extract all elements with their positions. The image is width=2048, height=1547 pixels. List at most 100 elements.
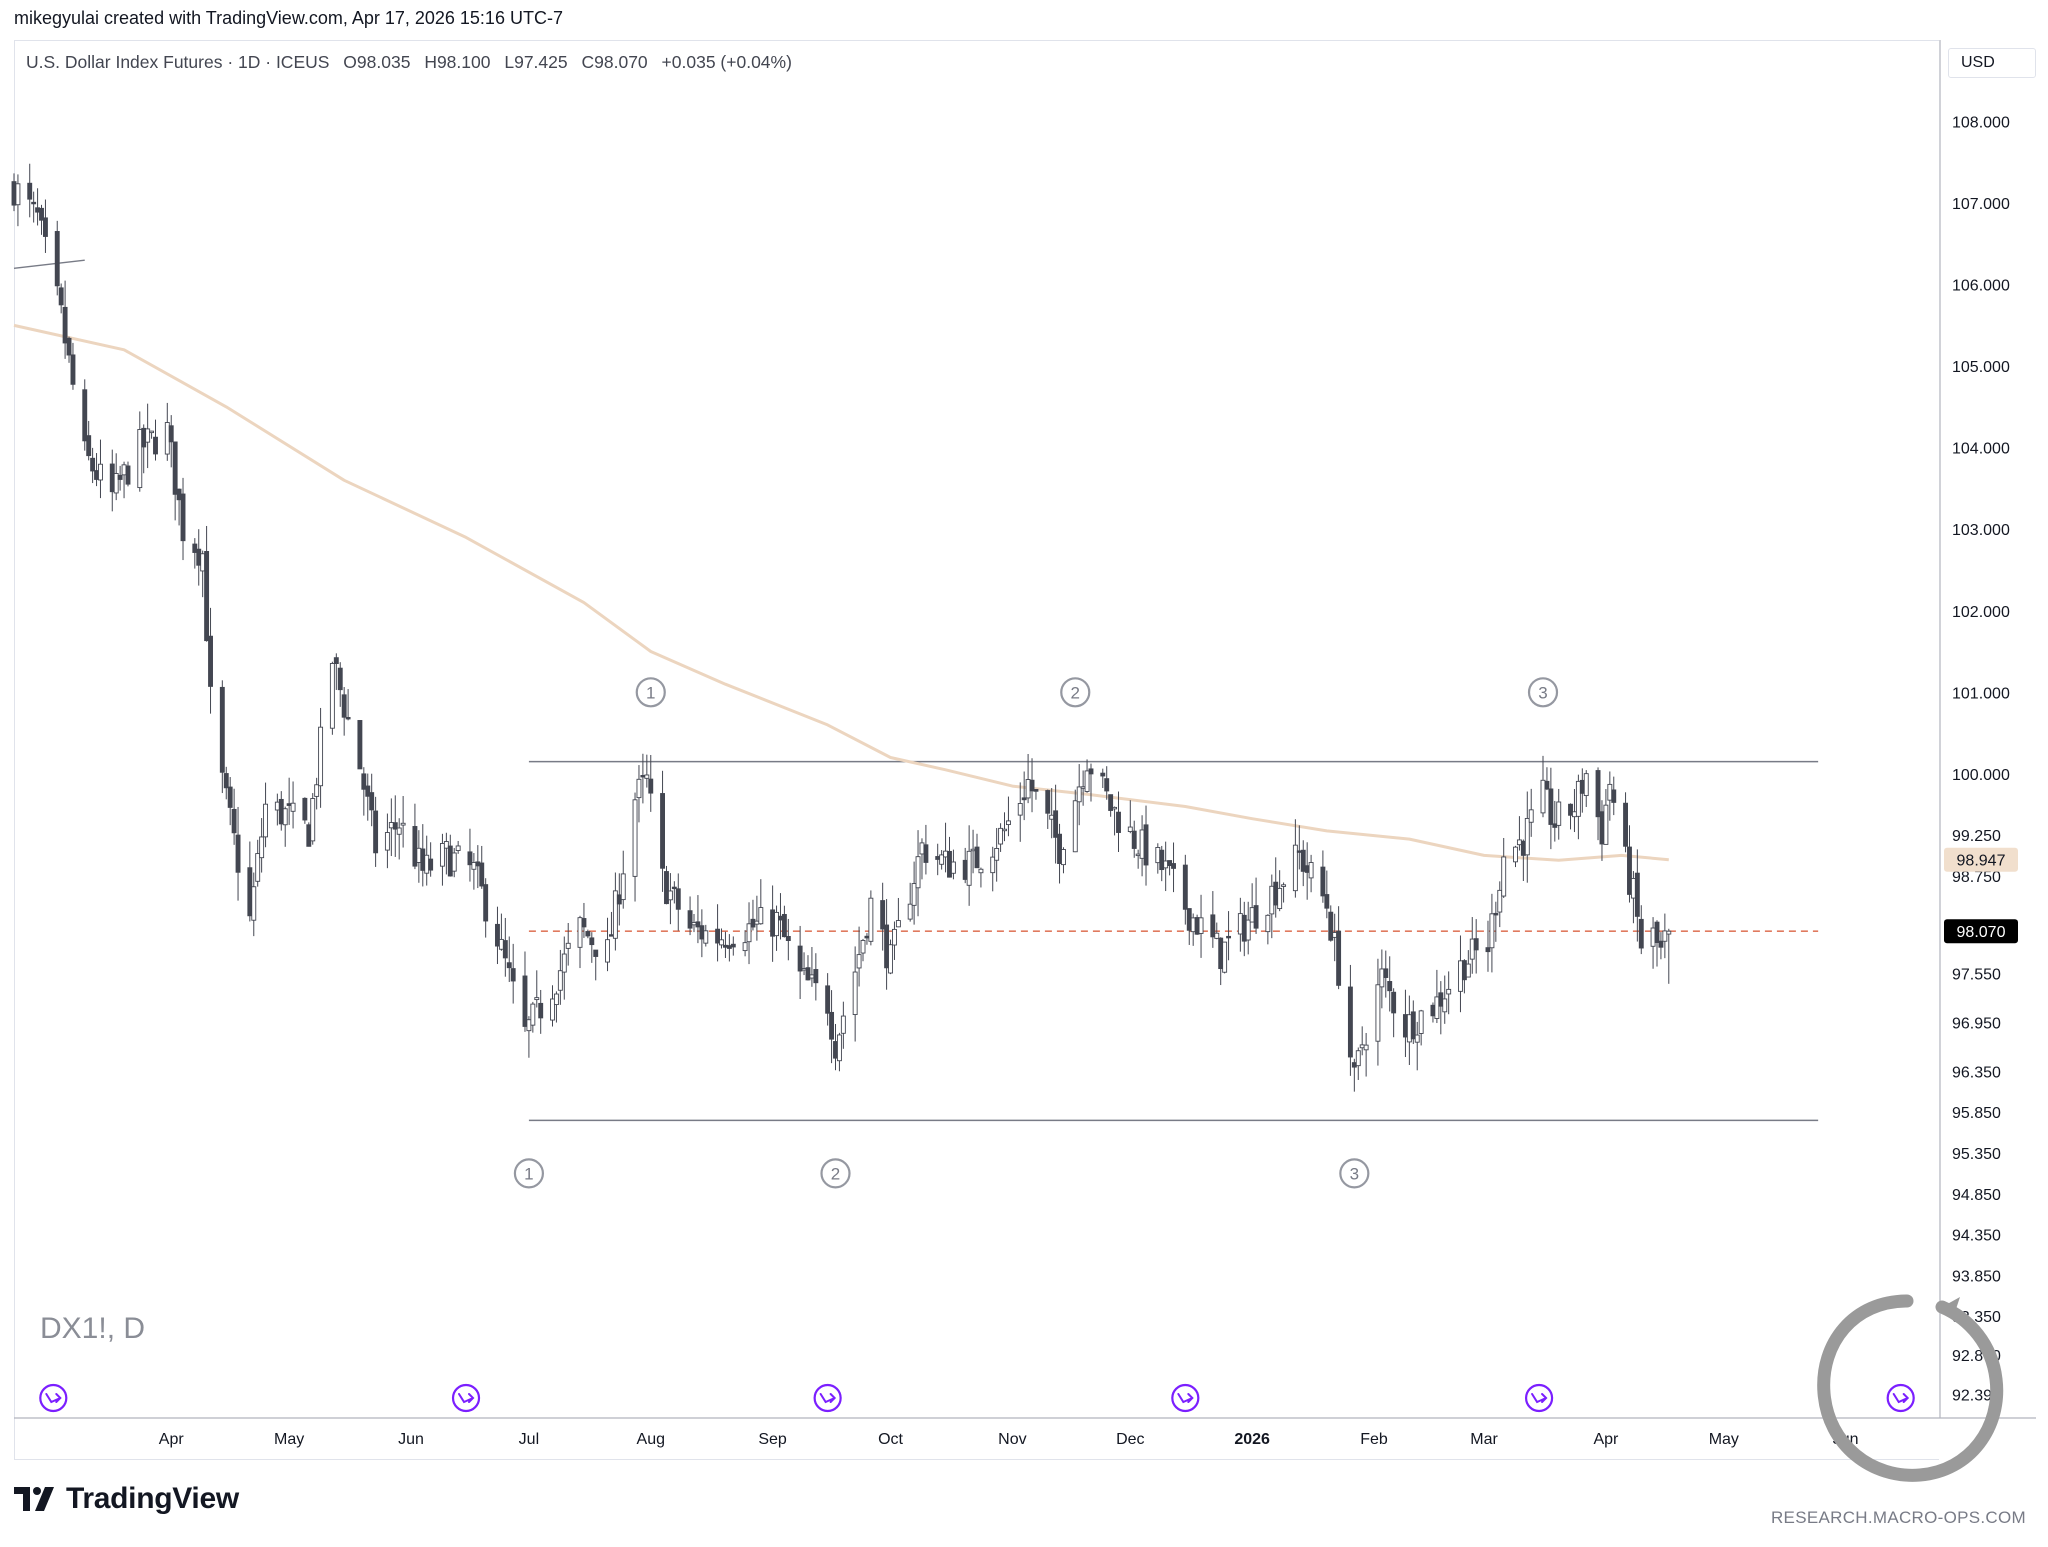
currency-selector[interactable]: USD	[1948, 48, 2036, 78]
candle-body	[479, 862, 485, 887]
legend-low: L97.425	[504, 52, 568, 72]
candle	[286, 777, 292, 825]
time-tick-label: Oct	[878, 1431, 903, 1448]
candle	[1131, 820, 1137, 858]
candle	[90, 447, 96, 484]
legend-symbol[interactable]: U.S. Dollar Index Futures · 1D · ICEUS	[26, 52, 330, 72]
candle-body	[1430, 1004, 1436, 1017]
candle-body	[1379, 968, 1385, 988]
badge-label: 98.947	[1957, 853, 2006, 870]
candle	[1355, 1047, 1361, 1080]
candle	[145, 403, 151, 469]
legend-high: H98.100	[424, 52, 491, 72]
candle-body	[1237, 913, 1243, 935]
candle	[585, 929, 591, 939]
candle	[70, 342, 76, 390]
candle	[1513, 845, 1518, 868]
candle-body	[667, 890, 673, 901]
candle	[770, 885, 776, 962]
candle	[259, 818, 265, 873]
candle	[98, 439, 103, 499]
candle	[1253, 877, 1259, 934]
candle	[42, 199, 48, 253]
tradingview-logo[interactable]: TradingView	[14, 1482, 239, 1516]
candle-body	[306, 824, 312, 847]
event-icon[interactable]	[813, 1383, 842, 1413]
candle-body	[907, 903, 913, 920]
candle-body	[90, 457, 96, 472]
candle-body	[1603, 804, 1609, 845]
candle-body	[1406, 1014, 1412, 1043]
event-icon[interactable]	[1171, 1383, 1200, 1413]
candle-body	[774, 911, 779, 937]
candle-body	[400, 822, 406, 826]
candle-body	[1442, 998, 1448, 1013]
candle-body	[605, 939, 610, 963]
candle	[950, 849, 956, 880]
candle	[1171, 842, 1176, 893]
event-icon[interactable]	[39, 1383, 68, 1413]
candle	[1108, 794, 1114, 817]
candle-body	[1076, 786, 1082, 803]
candle-body	[255, 853, 261, 882]
candle-body	[1214, 932, 1220, 939]
candle-body	[1520, 840, 1526, 856]
candle-body	[699, 925, 705, 940]
candle	[1473, 919, 1479, 974]
candle	[715, 904, 721, 962]
candle-body	[1186, 908, 1192, 931]
candle	[919, 838, 925, 880]
symbol-watermark: DX1!, D	[40, 1312, 146, 1345]
candle-body	[1461, 960, 1467, 981]
candle	[420, 824, 426, 887]
event-icon[interactable]	[451, 1383, 481, 1413]
candle	[200, 550, 206, 598]
candle	[392, 795, 398, 857]
chart-pane[interactable]	[14, 40, 1939, 1460]
candle	[565, 922, 571, 966]
event-icon-circle	[1524, 1383, 1554, 1413]
candle	[868, 890, 874, 946]
candle	[1084, 759, 1090, 793]
candle	[1057, 823, 1062, 884]
candle	[978, 867, 984, 888]
candle	[1210, 891, 1216, 948]
candle-body	[259, 836, 265, 859]
candle	[1634, 849, 1640, 942]
time-tick-label: Jun	[398, 1431, 424, 1448]
candle	[605, 917, 610, 972]
candle	[1611, 776, 1617, 816]
candle-body	[164, 422, 170, 455]
candle	[750, 899, 756, 931]
candle	[935, 843, 941, 876]
candle-body	[664, 871, 669, 905]
candle	[1391, 988, 1397, 1038]
candle-body	[978, 868, 984, 874]
candle-body	[880, 900, 886, 930]
time-tick-label: May	[274, 1431, 304, 1448]
candle	[400, 796, 406, 848]
legend-change: +0.035 (+0.04%)	[661, 52, 792, 72]
candle	[829, 990, 835, 1064]
candle-body	[168, 425, 174, 443]
candle	[495, 906, 500, 965]
price-tick-label: 96.350	[1952, 1064, 2001, 1081]
wave-marker: 1	[513, 1158, 545, 1189]
candle	[915, 830, 921, 917]
wave-marker-label: 1	[646, 683, 655, 702]
candle-body	[966, 850, 972, 886]
candle	[719, 928, 724, 949]
candle-body	[1497, 889, 1503, 913]
price-tick-label: 104.000	[1952, 441, 2010, 458]
candle-body	[318, 726, 324, 787]
event-icon[interactable]	[1886, 1383, 1915, 1413]
wave-marker-circle	[513, 1158, 545, 1189]
candle	[1076, 764, 1082, 826]
wave-marker-circle	[1527, 677, 1559, 708]
candle	[526, 1016, 532, 1058]
event-icon[interactable]	[1524, 1383, 1554, 1413]
candle	[1662, 913, 1668, 959]
candle-body	[1131, 830, 1137, 849]
candle	[1630, 871, 1636, 924]
